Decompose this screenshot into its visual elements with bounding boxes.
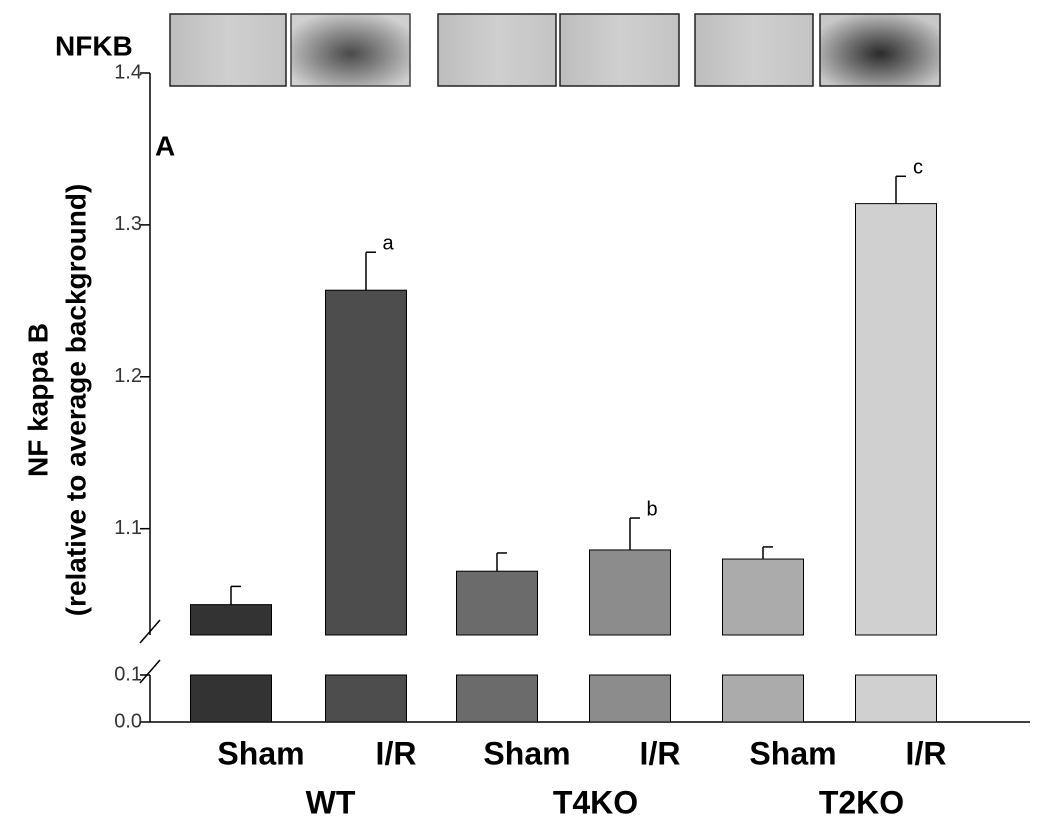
bar <box>190 674 272 723</box>
blot-lane <box>559 13 680 87</box>
bar <box>190 604 272 636</box>
x-tick-label: Sham <box>483 735 570 771</box>
significance-label: a <box>382 233 394 255</box>
y-tick-label: 1.1 <box>114 517 142 539</box>
y-tick-label: 0.1 <box>114 663 142 685</box>
significance-label: b <box>646 498 657 520</box>
x-tick-label: I/R <box>906 735 947 771</box>
blot-lane <box>290 13 411 87</box>
blot-lane <box>437 13 557 87</box>
axis-break <box>139 659 161 684</box>
blot-lane <box>169 13 287 87</box>
bar <box>722 558 804 636</box>
panel-label: A <box>155 130 175 161</box>
x-tick-label: Sham <box>749 735 836 771</box>
y-tick-label: 1.3 <box>114 213 142 235</box>
y-tick-label: 1.4 <box>114 61 142 83</box>
blot-strip <box>169 13 941 87</box>
bar <box>456 674 538 723</box>
bar <box>722 674 804 723</box>
blot-lane <box>694 13 814 87</box>
blot-lane <box>819 13 941 87</box>
x-tick-label: I/R <box>640 735 681 771</box>
bar <box>589 674 671 723</box>
bar <box>855 203 937 636</box>
y-axis-subtitle: (relative to average background) <box>60 184 91 617</box>
y-tick-label: 0.0 <box>114 710 142 732</box>
significance-label: c <box>913 157 923 179</box>
group-label: T4KO <box>553 784 638 820</box>
x-tick-label: I/R <box>376 735 417 771</box>
x-tick-label: Sham <box>217 735 304 771</box>
axis-break <box>139 619 161 644</box>
bar <box>325 674 407 723</box>
bar <box>855 674 937 723</box>
group-label: WT <box>306 784 356 820</box>
bar <box>589 549 671 636</box>
bar <box>325 289 407 636</box>
group-label: T2KO <box>819 784 904 820</box>
blot-label: NFKB <box>55 30 133 61</box>
y-axis-title: NF kappa B <box>22 323 53 477</box>
y-tick-label: 1.2 <box>114 365 142 387</box>
bar <box>456 570 538 636</box>
